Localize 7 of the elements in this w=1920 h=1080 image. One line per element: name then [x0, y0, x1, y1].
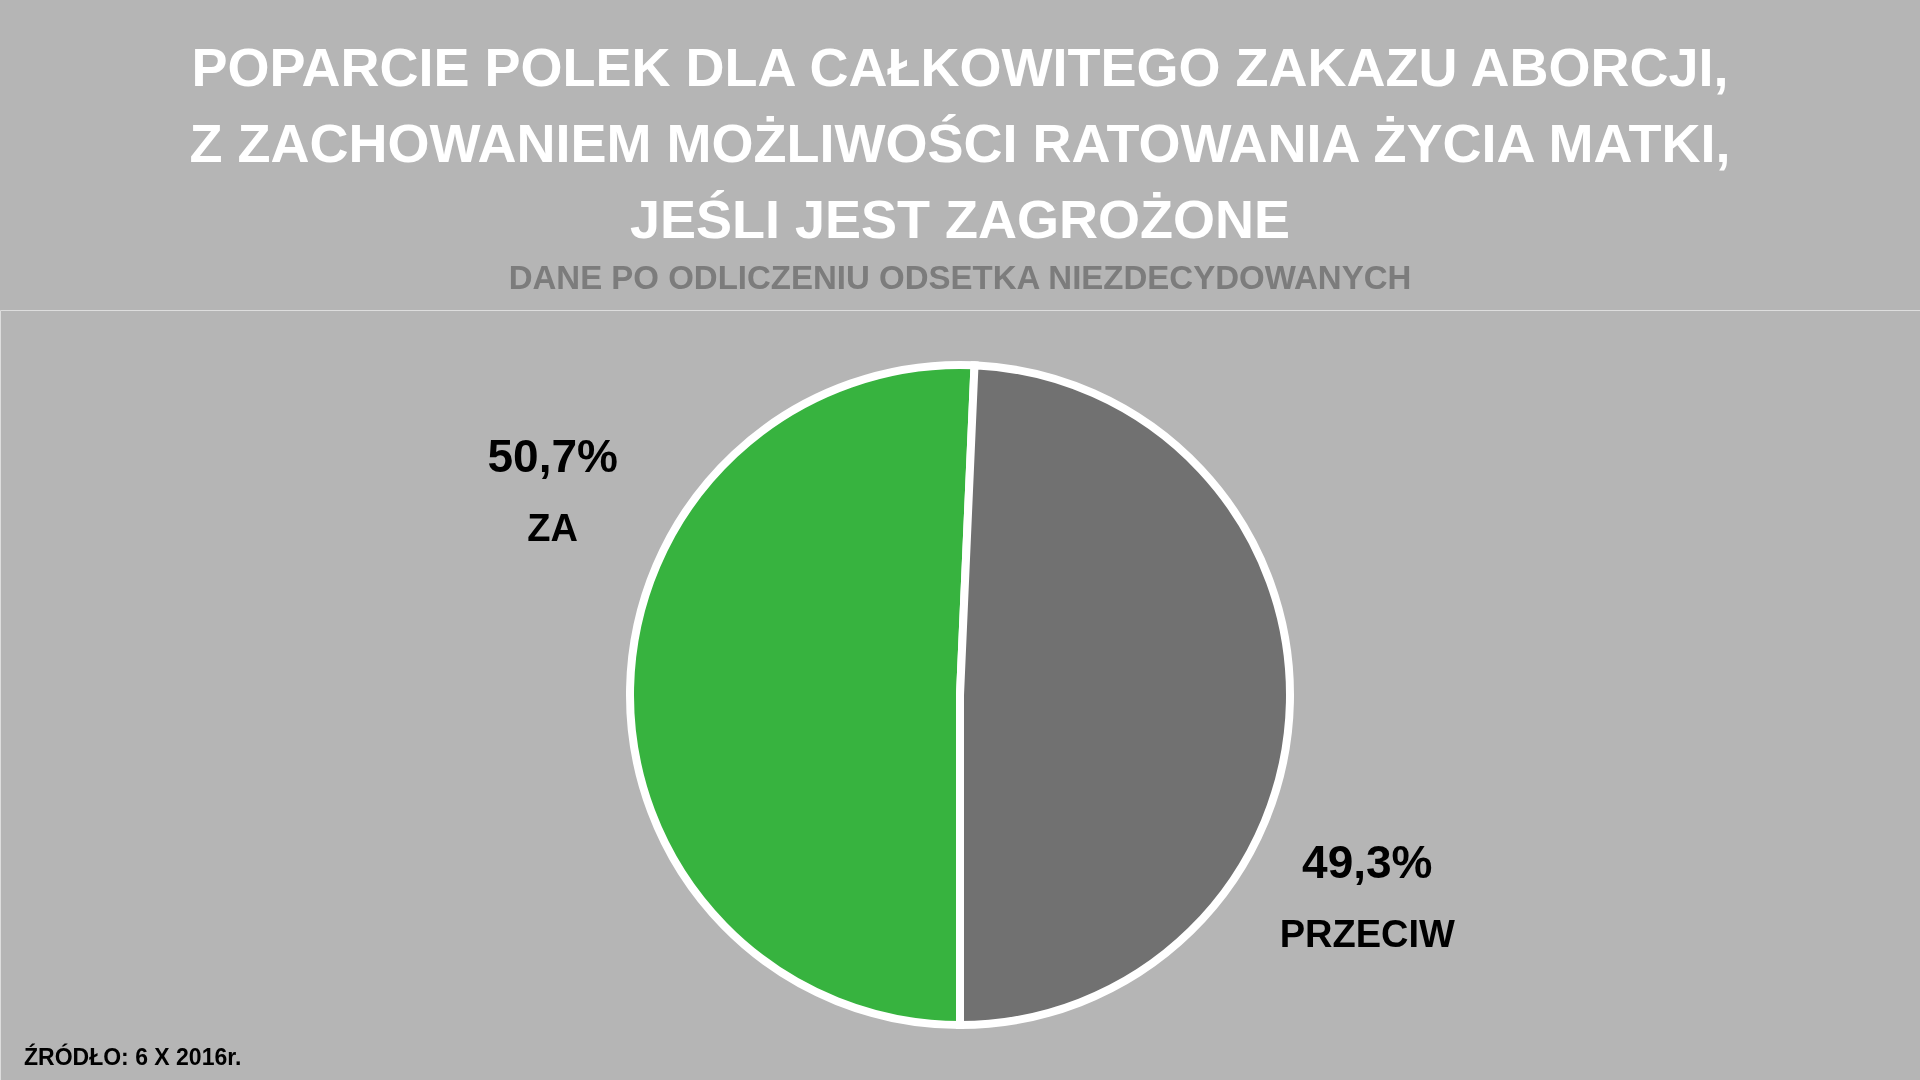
chart-title: POPARCIE POLEK DLA CAŁKOWITEGO ZAKAZU ABORCJI, Z ZACHOWANIEM MOŻLIWOŚCI RATOWANIA ŻYCIA MATKI, JEŚLI JEST ZAGROŻONE	[189, 37, 1731, 249]
data-label: 49,3%	[1302, 835, 1433, 888]
chart-subtitle: DANE PO ODLICZENIU ODSETKA NIEZDECYDOWANYCH	[508, 259, 1412, 296]
slice-label: PRZECIW	[1279, 912, 1456, 955]
data-label: 50,7%	[487, 430, 618, 483]
slice-label: ZA	[527, 507, 579, 550]
text: ŹRÓDŁO: 6 X 2016r.	[24, 1043, 242, 1070]
